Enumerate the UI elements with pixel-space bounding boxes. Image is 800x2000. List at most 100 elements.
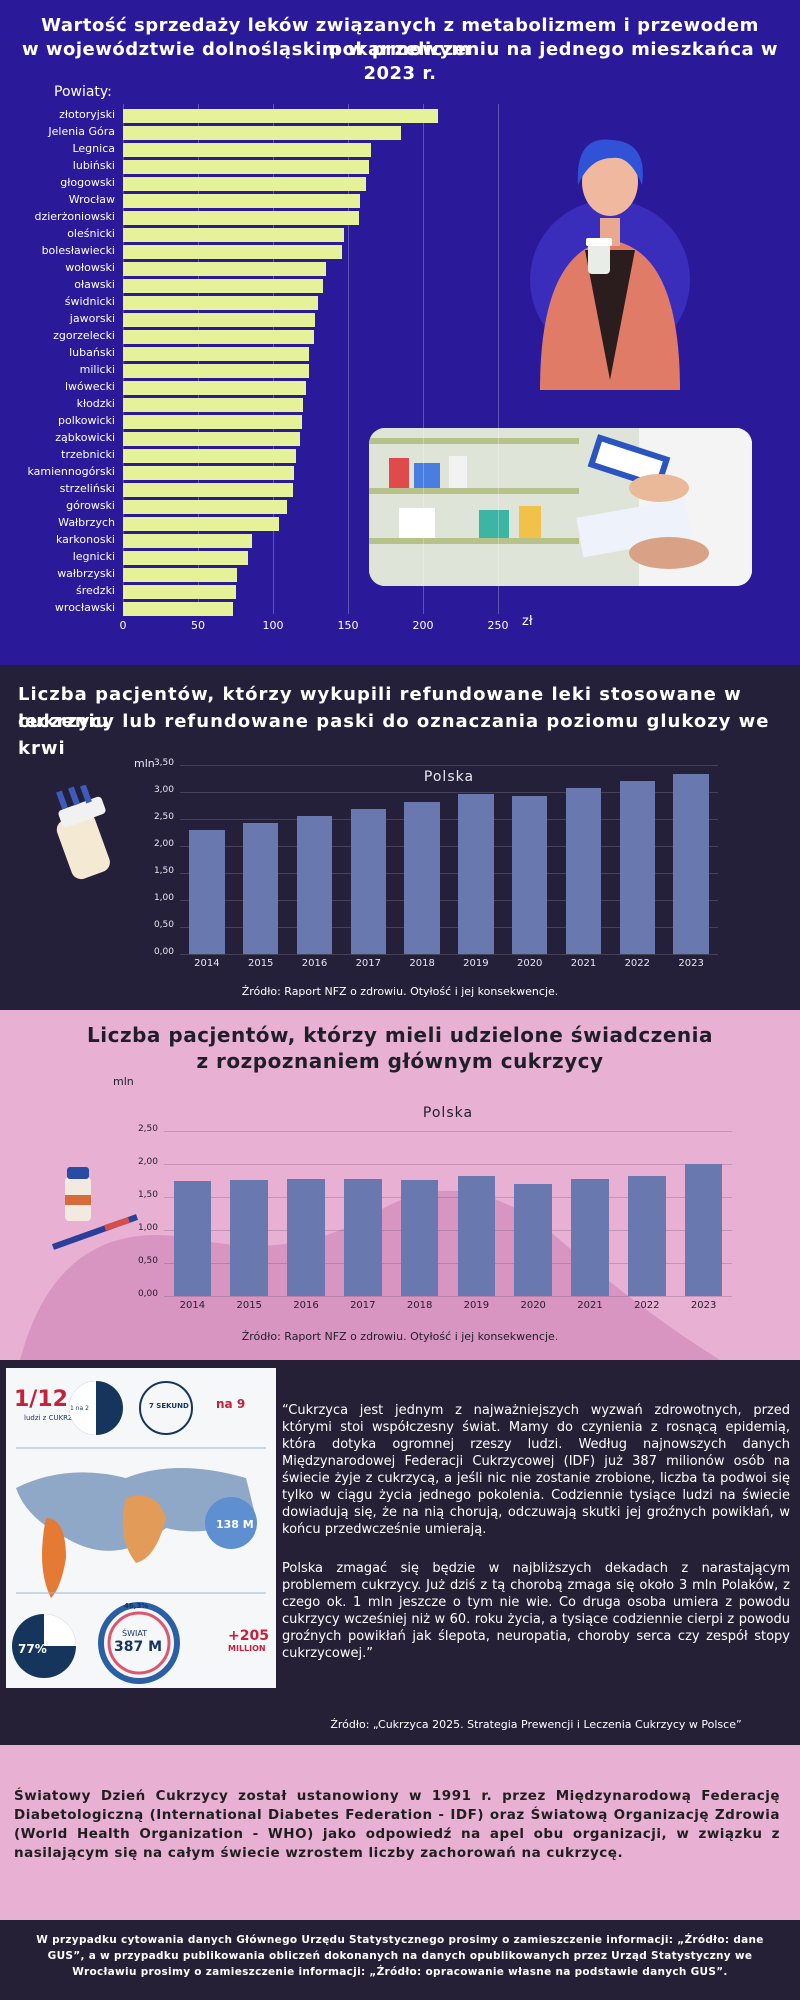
category-label: Wrocław bbox=[68, 193, 115, 206]
x-tick-label: 2018 bbox=[406, 1300, 433, 1311]
bar bbox=[511, 795, 548, 954]
bar bbox=[123, 364, 309, 378]
section1-title-line1: Wartość sprzedaży leków związanych z met… bbox=[41, 15, 759, 60]
section-diagnosis-chart: Liczba pacjentów, którzy mieli udzielone… bbox=[0, 1010, 800, 1360]
gridline-y bbox=[180, 927, 718, 928]
x-tick-label: 2016 bbox=[301, 958, 328, 969]
axis-title-powiaty: Powiaty: bbox=[54, 84, 112, 100]
y-tick-label: 2,50 bbox=[137, 1124, 158, 1134]
y-tick-label: 2,00 bbox=[153, 839, 174, 849]
bar bbox=[123, 483, 293, 497]
category-label: lubański bbox=[69, 346, 115, 359]
footer: W przypadku cytowania danych Głównego Ur… bbox=[0, 1920, 800, 2000]
gridline-y bbox=[180, 792, 718, 793]
x-tick-label: 150 bbox=[337, 619, 359, 632]
bar bbox=[684, 1164, 723, 1296]
bar bbox=[123, 330, 314, 344]
category-label: jaworski bbox=[69, 312, 115, 325]
category-label: świdnicki bbox=[64, 295, 115, 308]
bar bbox=[123, 466, 294, 480]
section2-source: Źródło: Raport NFZ o zdrowiu. Otyłość i … bbox=[241, 985, 559, 998]
quote-paragraph-2: Polska zmagać się będzie w najbliższych … bbox=[282, 1561, 790, 1661]
infographic-stat1: 1/12 bbox=[14, 1387, 68, 1412]
y-unit-label: mln bbox=[113, 1075, 134, 1088]
category-label: dzierżoniowski bbox=[34, 210, 115, 223]
section3-source: Źródło: Raport NFZ o zdrowiu. Otyłość i … bbox=[241, 1330, 559, 1343]
bar bbox=[123, 432, 300, 446]
bar bbox=[123, 228, 344, 242]
bar bbox=[350, 809, 387, 954]
bar bbox=[123, 262, 326, 276]
section2-title-line2: cukrzycy lub refundowane paski do oznacz… bbox=[18, 711, 770, 759]
series-label: Polska bbox=[423, 769, 475, 785]
bar bbox=[619, 781, 656, 954]
bar bbox=[230, 1179, 268, 1296]
category-label: wałbrzyski bbox=[57, 567, 115, 580]
x-tick-label: 2014 bbox=[179, 1300, 206, 1311]
category-label: głogowski bbox=[60, 176, 115, 189]
bar bbox=[123, 551, 248, 565]
bar bbox=[123, 347, 309, 361]
bar bbox=[571, 1179, 609, 1296]
bar bbox=[628, 1175, 666, 1296]
category-label: wrocławski bbox=[54, 601, 115, 614]
bar bbox=[123, 211, 359, 225]
gridline-y bbox=[180, 765, 718, 766]
gridline-y bbox=[164, 1197, 732, 1198]
category-label: polkowicki bbox=[57, 414, 115, 427]
bar bbox=[189, 829, 225, 954]
section-sales-chart: Wartość sprzedaży leków związanych z met… bbox=[0, 0, 800, 665]
bar bbox=[123, 500, 287, 514]
footer-citation-text: W przypadku cytowania danych Głównego Ur… bbox=[36, 1934, 764, 1978]
y-tick-label: 1,50 bbox=[153, 866, 174, 876]
infographic-stat5: 77% bbox=[18, 1642, 47, 1656]
x-tick-label: 2015 bbox=[236, 1300, 262, 1311]
y-tick-label: 3,00 bbox=[153, 785, 174, 795]
x-tick-label: 2023 bbox=[690, 1300, 717, 1311]
infographic-stat1-text: ludzi z CUKRZYCĄ bbox=[24, 1414, 87, 1422]
category-label: trzebnicki bbox=[61, 448, 115, 461]
bar bbox=[123, 109, 438, 123]
section3-title-line2: z rozpoznaniem głównym cukrzycy bbox=[196, 1049, 604, 1073]
x-tick-label: 2014 bbox=[194, 958, 220, 969]
bar bbox=[123, 245, 342, 259]
x-tick-label: 200 bbox=[412, 619, 434, 632]
section2-title-line1: Liczba pacjentów, którzy wykupili refund… bbox=[18, 684, 742, 732]
x-tick-label: 0 bbox=[119, 619, 127, 632]
diabetes-infographic: 1/12 ludzi z CUKRZYCĄ 1 na 2 7 SEKUND na… bbox=[6, 1368, 276, 1688]
category-label: milicki bbox=[79, 363, 115, 376]
gridline-y bbox=[164, 1164, 732, 1165]
section1-title-line2: w województwie dolnośląskim w przeliczen… bbox=[21, 39, 779, 84]
category-label: bolesławiecki bbox=[41, 244, 115, 257]
y-tick-label: 0,50 bbox=[153, 920, 174, 930]
infographic-stat7-unit: MILLION bbox=[228, 1644, 266, 1653]
bar bbox=[123, 534, 252, 548]
gridline-y bbox=[164, 1296, 732, 1297]
series-label: Polska bbox=[422, 1105, 474, 1121]
category-label: wołowski bbox=[65, 261, 115, 274]
x-tick-label: 250 bbox=[487, 619, 509, 632]
x-tick-label: 2022 bbox=[624, 958, 651, 969]
y-tick-label: 1,00 bbox=[137, 1223, 158, 1233]
bar bbox=[123, 160, 369, 174]
y-tick-label: 0,00 bbox=[137, 1289, 158, 1299]
section3-title-line1: Liczba pacjentów, którzy mieli udzielone… bbox=[87, 1023, 713, 1047]
x-tick-label: 2021 bbox=[570, 958, 597, 969]
x-tick-label: 100 bbox=[262, 619, 284, 632]
section-refund-chart: Liczba pacjentów, którzy wykupili refund… bbox=[0, 665, 800, 1010]
category-label: Wałbrzych bbox=[58, 516, 115, 529]
infographic-stat6-label: ŚWIAT bbox=[122, 1627, 147, 1638]
bar bbox=[123, 296, 318, 310]
bar bbox=[123, 415, 302, 429]
category-label: złotoryjski bbox=[59, 108, 115, 121]
x-tick-label: 2023 bbox=[678, 958, 704, 969]
insulin-illustration bbox=[51, 1167, 139, 1250]
pill-bottle-illustration bbox=[56, 785, 110, 880]
x-tick-label: 2018 bbox=[409, 958, 435, 969]
bar bbox=[123, 517, 279, 531]
infographic-stat7: +205 bbox=[228, 1628, 269, 1644]
y-tick-label: 2,50 bbox=[153, 812, 174, 822]
bar bbox=[242, 823, 279, 954]
gridline-y bbox=[180, 900, 718, 901]
bar bbox=[457, 1175, 496, 1296]
